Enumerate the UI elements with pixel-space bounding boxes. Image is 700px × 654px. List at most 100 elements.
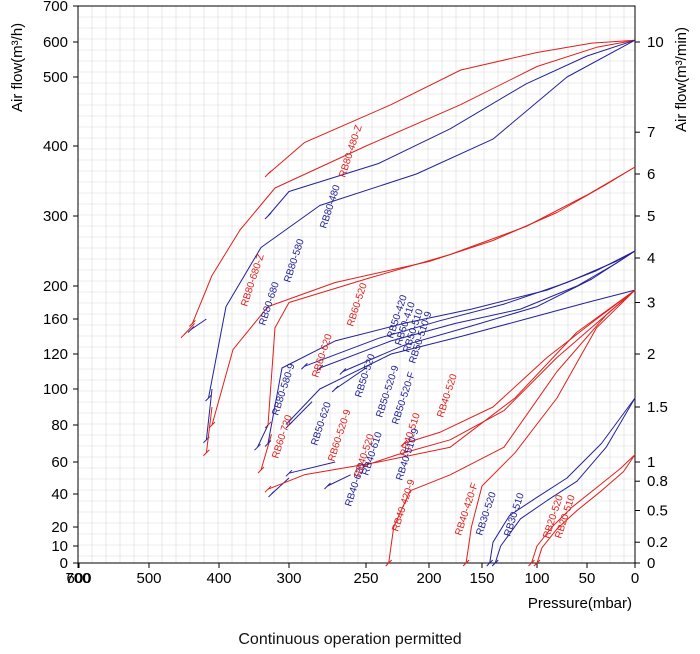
series-line-rb30-510	[494, 397, 636, 564]
series-line-rb50-420	[304, 250, 636, 367]
series-line-rb60-520	[267, 166, 636, 426]
series-start-mark	[254, 443, 261, 451]
series-label: RB80-580	[282, 237, 307, 284]
series-start-mark	[208, 421, 216, 429]
series-label: RB80-480	[318, 183, 343, 230]
y-left-tick-label: 100	[43, 381, 68, 398]
series-line-rb50-520-9	[288, 401, 313, 426]
y-left-tick-label: 300	[43, 208, 68, 225]
series-start-mark	[264, 170, 272, 178]
x-tick-label: 100	[524, 570, 549, 587]
x-tick-label: 500	[136, 570, 161, 587]
series-start-mark	[203, 449, 210, 457]
series-label: RB60-620	[310, 332, 335, 379]
y-left-tick-label: 20	[51, 519, 68, 536]
x-tick-label: 600	[66, 570, 91, 587]
x-tick-label: 150	[469, 570, 494, 587]
series-line-rb40-610	[288, 461, 336, 474]
x-tick-label: 250	[353, 570, 378, 587]
series-start-mark	[285, 469, 293, 477]
series-label: RB80-480-Z	[337, 124, 364, 179]
series-start-mark	[264, 212, 272, 220]
series-line-rb50-620	[257, 424, 269, 448]
series-line-rb80-680	[190, 318, 207, 330]
series-start-mark	[285, 418, 293, 425]
series-start-mark	[264, 485, 272, 493]
series-label: RB80-580-9	[270, 362, 297, 417]
series-line-rb50-520-f	[288, 289, 636, 422]
y-right-tick-label: 2	[647, 346, 655, 363]
series-start-mark	[180, 331, 188, 339]
series-label: RB60-520	[345, 281, 370, 328]
y-right-tick-label: 6	[647, 166, 655, 183]
series-line-rb80-580	[208, 39, 636, 399]
series-start-mark	[385, 559, 393, 567]
plot-frame	[77, 5, 636, 564]
series-start-mark	[486, 559, 494, 567]
y-left-tick-label: 60	[51, 454, 68, 471]
series-label: RB40-420-9	[390, 478, 417, 533]
series-start-mark	[257, 466, 265, 474]
y-left-tick-label: 160	[43, 311, 68, 328]
y-right-tick-label: 4	[647, 250, 655, 267]
y-left-tick-label: 400	[43, 138, 68, 155]
series-labels: RB80-480-ZRB80-680-ZRB80-480RB80-580RB80…	[239, 124, 578, 540]
y-left-tick-label: 80	[51, 417, 68, 434]
x-tick-label: 0	[631, 570, 639, 587]
y-right-tick-label: 0.2	[647, 534, 668, 551]
series-line-rb80-480-z	[267, 39, 636, 175]
y-right-tick-label: 5	[647, 208, 655, 225]
series-line-rb80-580-z	[191, 39, 636, 324]
series-line-rb80-480	[267, 39, 636, 217]
series-line-rb80-580-9	[205, 388, 213, 440]
y-right-tick-label: 0.5	[647, 503, 668, 520]
y-right-tick-label: 1.5	[647, 399, 668, 416]
series-start-mark	[331, 385, 339, 393]
series-start-mark	[301, 362, 308, 370]
series-label: RB80-680-Z	[239, 253, 266, 308]
caption: Continuous operation permitted	[238, 631, 462, 648]
y-left-tick-label: 700	[43, 0, 68, 15]
x-tick-label: 400	[206, 570, 231, 587]
y-right-tick-label: 7	[647, 124, 655, 141]
x-tick-label: 300	[276, 570, 301, 587]
series-start-mark	[400, 440, 408, 447]
series-start-mark	[533, 559, 541, 567]
series-line-rb50-410	[319, 250, 636, 369]
series-line-rb40-520	[403, 289, 636, 444]
series-label: RB80-680	[257, 280, 282, 327]
series-start-mark	[268, 490, 275, 498]
series-label: RB30-520	[474, 490, 499, 537]
series-start-mark	[187, 326, 195, 333]
series-start-mark	[324, 482, 331, 490]
y-right-ticks: 10 7 6 5 4 3 2 1.5 1 0.8 0.5 0.2 0	[635, 34, 668, 572]
series-start-mark	[462, 559, 470, 567]
series-line-rb40-420-9	[388, 289, 636, 564]
y-right-tick-label: 10	[647, 34, 664, 51]
y-left-tick-label: 500	[43, 69, 68, 86]
y-right-tick-label: 1	[647, 454, 655, 471]
series-start-mark	[339, 368, 347, 375]
series-start-mark	[362, 461, 370, 469]
x-axis-title: Pressure(mbar)	[528, 595, 632, 612]
series-line-rb40-510-9	[327, 474, 351, 487]
y-right-tick-label: 0	[647, 555, 655, 572]
series-label: RB50-520	[353, 352, 378, 399]
series-start-mark	[264, 440, 272, 447]
y-left-tick-label: 120	[43, 346, 68, 363]
series-line-rb20-510	[536, 454, 636, 564]
series-lines	[180, 39, 636, 567]
series-label: RB30-510	[502, 491, 527, 538]
series-start-mark	[285, 421, 293, 429]
series-line-rb60-520-9	[260, 434, 272, 471]
y-left-tick-label: 600	[43, 34, 68, 51]
y-left-ticks: 700 600 500 400 300 200 160 120 100 80 60 40 20 100	[43, 0, 78, 572]
y-left-tick-label: 200	[43, 278, 68, 295]
series-line-rb50-510-9	[334, 367, 367, 390]
y-left-tick-label: 0	[60, 555, 68, 572]
series-label: RB60-520-9	[326, 408, 353, 463]
y-left-tick-label: 10	[51, 538, 68, 555]
y-right-tick-label: 0.8	[647, 473, 668, 490]
series-start-mark	[316, 364, 324, 372]
